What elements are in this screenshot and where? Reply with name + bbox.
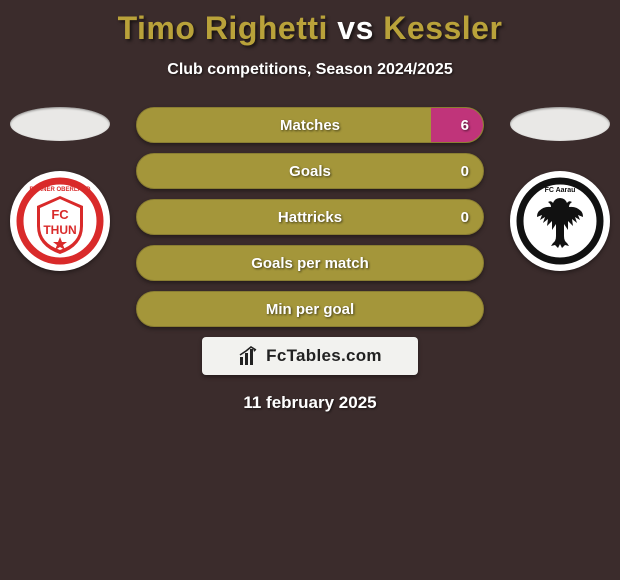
stat-pill: Min per goal: [136, 291, 484, 327]
stat-label: Goals: [289, 163, 331, 180]
chart-icon: [238, 345, 260, 367]
stat-pill: Goals 0: [136, 153, 484, 189]
svg-text:BERNER OBERLAND: BERNER OBERLAND: [29, 187, 91, 193]
title-player2: Kessler: [383, 10, 502, 46]
stat-label: Min per goal: [266, 301, 354, 318]
club-badge-left: BERNER OBERLAND FC THUN: [10, 171, 110, 271]
club-badge-right: FC Aarau: [510, 171, 610, 271]
page-title: Timo Righetti vs Kessler: [0, 0, 620, 47]
player-oval-right: [510, 107, 610, 141]
fc-thun-logo: BERNER OBERLAND FC THUN: [15, 176, 105, 266]
stat-pill: Matches 6: [136, 107, 484, 143]
stat-label: Matches: [280, 117, 340, 134]
svg-text:FC: FC: [51, 207, 69, 222]
date-label: 11 february 2025: [0, 393, 620, 413]
title-player1: Timo Righetti: [118, 10, 328, 46]
svg-text:THUN: THUN: [43, 223, 76, 237]
comparison-content: BERNER OBERLAND FC THUN FC Aarau Matche: [0, 107, 620, 413]
title-vs: vs: [337, 10, 383, 46]
stat-label: Hattricks: [278, 209, 342, 226]
svg-text:FC Aarau: FC Aarau: [545, 187, 576, 194]
player-oval-left: [10, 107, 110, 141]
brand-text: FcTables.com: [266, 346, 382, 366]
stat-right-value: 0: [461, 163, 469, 180]
stats-list: Matches 6 Goals 0 Hattricks 0 Goals per match M…: [136, 107, 484, 327]
stat-label: Goals per match: [251, 255, 369, 272]
fc-aarau-logo: FC Aarau: [515, 176, 605, 266]
stat-right-value: 6: [461, 117, 469, 134]
stat-right-value: 0: [461, 209, 469, 226]
brand-box[interactable]: FcTables.com: [202, 337, 418, 375]
club-left: BERNER OBERLAND FC THUN: [10, 107, 110, 271]
club-right: FC Aarau: [510, 107, 610, 271]
subtitle: Club competitions, Season 2024/2025: [0, 61, 620, 79]
stat-pill: Hattricks 0: [136, 199, 484, 235]
stat-pill: Goals per match: [136, 245, 484, 281]
